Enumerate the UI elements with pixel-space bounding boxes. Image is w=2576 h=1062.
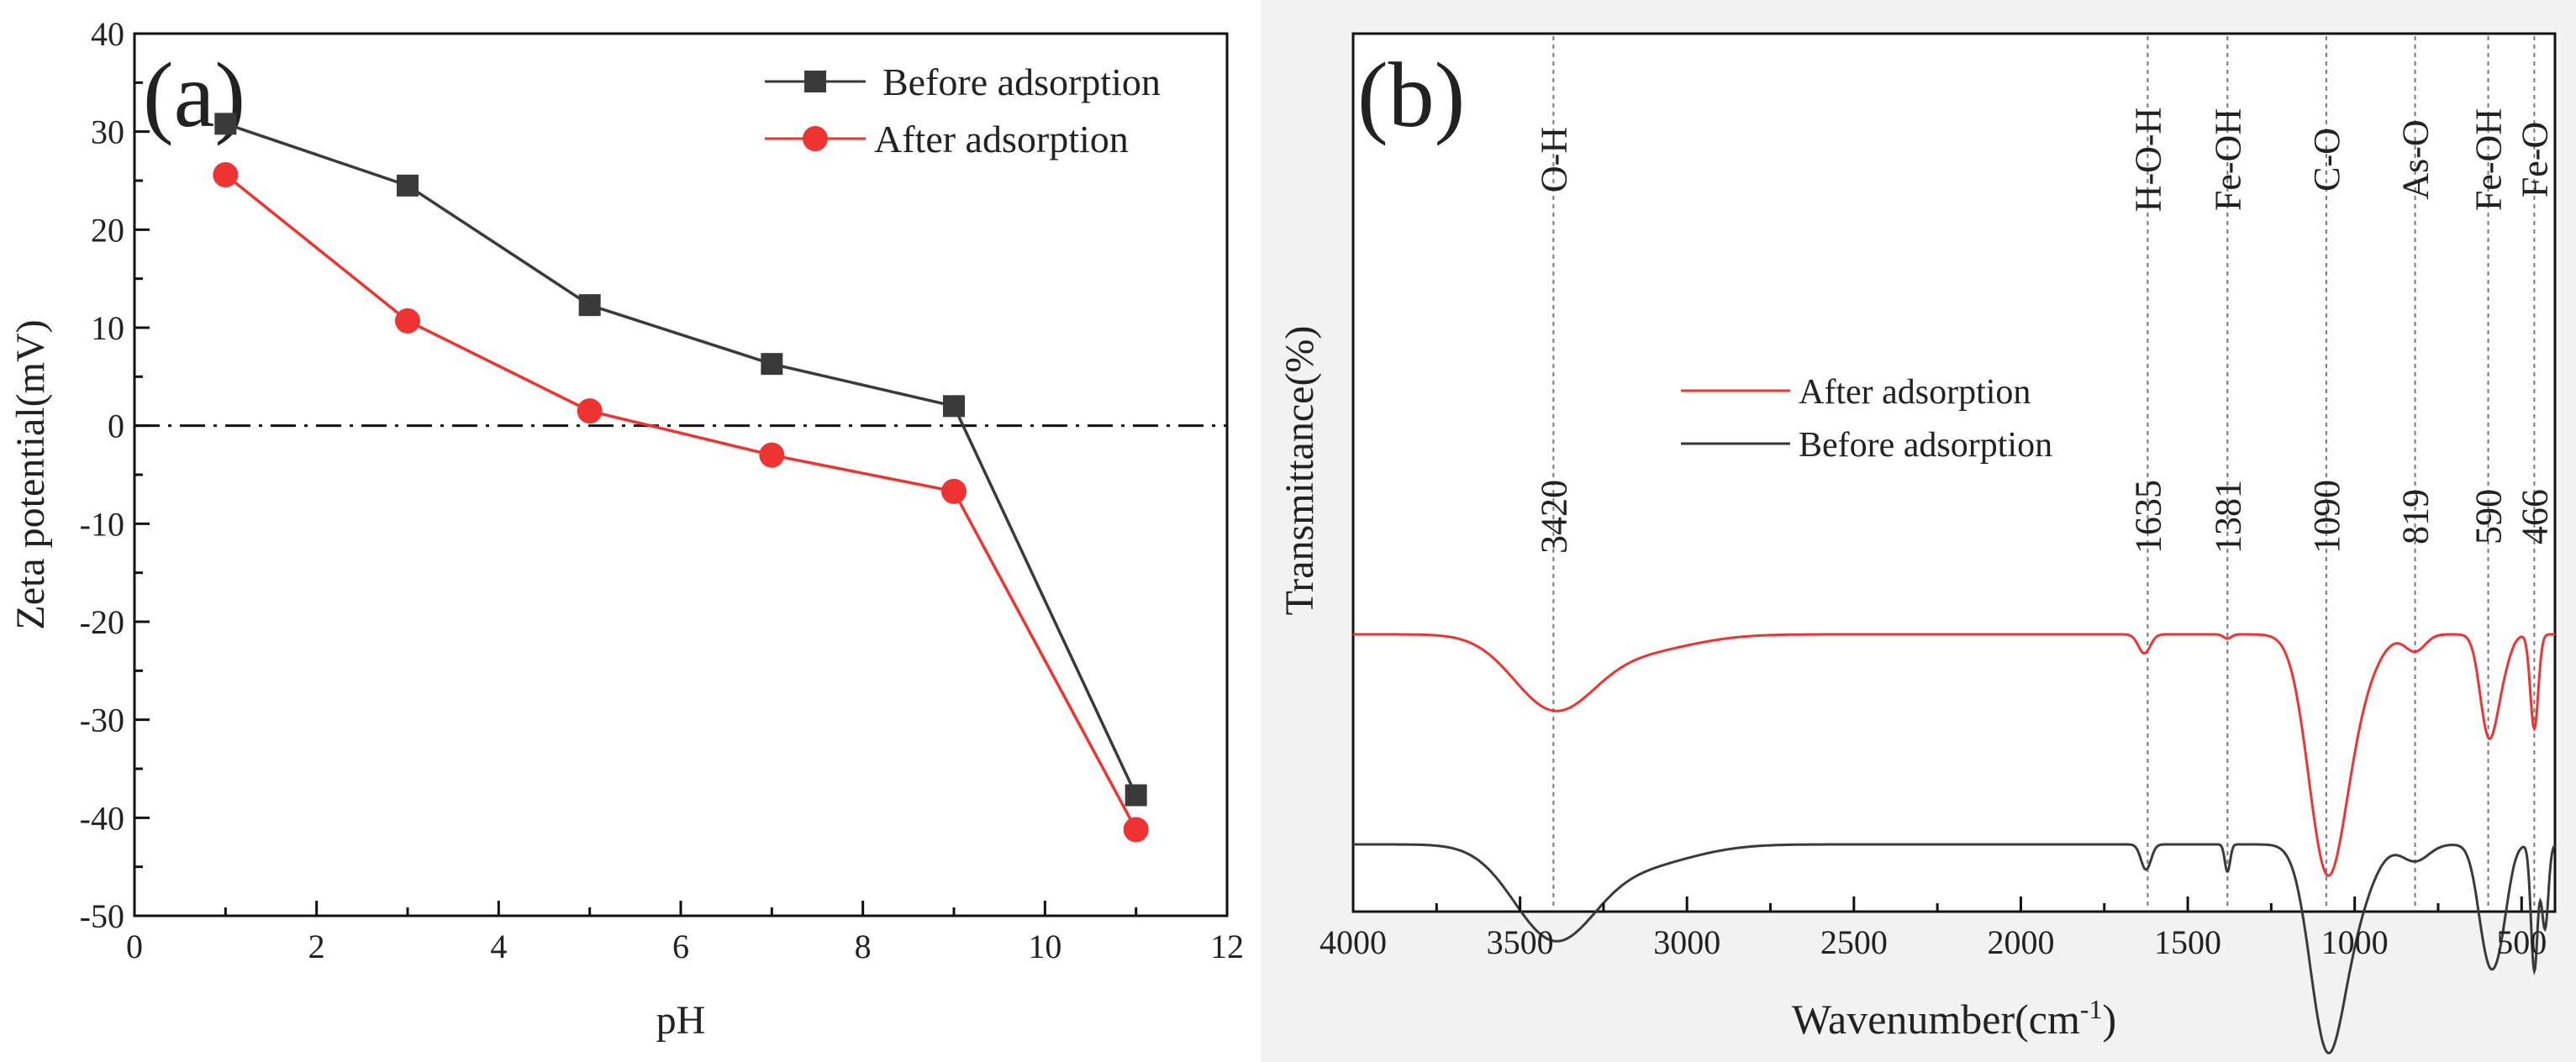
legend-after-label: After adsorption [874,118,1129,160]
peak-value-label: 1381 [2207,480,2248,554]
peak-value-label: 3420 [1533,480,1574,554]
x-tick-label: 10 [1028,928,1061,965]
y-tick-label: -30 [80,702,124,739]
panel-b-peak-annotations: O-H 3420 H-O-H 1635 Fe-OH 1381 C-O 1090 As-O 819 F… [1533,108,2555,554]
panel-b-spectra [1353,633,2557,1054]
panel-b-x-ticks: 4000 3500 3000 2500 2000 1500 1000 500 [1320,896,2547,961]
data-point-before [761,353,783,376]
x-tick-label: 4000 [1320,923,1387,961]
x-tick-label: 2000 [1987,923,2054,961]
x-tick-label: 8 [855,928,872,965]
x-tick-label: 2500 [1820,923,1888,961]
y-tick-label: 10 [91,309,124,347]
x-tick-label: 2 [308,928,325,965]
y-tick-label: -40 [80,799,124,837]
data-point-before [943,395,965,418]
x-tick-label: 1500 [2154,923,2221,961]
panel-b-reference-lines [1552,36,2536,909]
panel-b-legend: After adsorption Before adsorption [1681,373,2052,465]
peak-value-label: 1635 [2127,480,2168,554]
bond-label: Fe-OH [2207,108,2248,211]
peak-value-label: 819 [2395,489,2436,544]
data-point-after [395,308,420,334]
panel-a-series [213,113,1149,843]
legend-before-marker [804,71,826,92]
bond-label: Fe-O [2514,122,2555,197]
y-tick-label: -50 [80,897,124,935]
legend-after-marker [803,126,828,151]
data-point-after [577,398,603,424]
x-tick-label: 12 [1210,928,1244,965]
x-tick-label: 500 [2496,923,2547,961]
spectrum-after-line [1353,633,2555,877]
panel-a-y-axis-label: Zeta potential(mV) [8,319,53,629]
data-point-after [759,442,785,468]
bond-label: C-O [2306,128,2347,192]
data-point-after [1123,817,1149,843]
y-tick-label: 0 [108,407,124,445]
bond-label: H-O-H [2127,108,2168,213]
peak-value-label: 590 [2468,489,2510,544]
x-tick-label: 1000 [2321,923,2389,961]
data-point-after [941,478,967,504]
y-tick-label: 30 [91,113,124,151]
legend-before-spectrum-label: Before adsorption [1799,426,2052,465]
x-tick-label: 0 [126,928,143,965]
panel-a-x-ticks: 0 2 4 6 8 10 12 [126,901,1244,965]
data-point-after [213,162,239,187]
bond-label: Fe-OH [2468,108,2510,211]
peak-value-label: 466 [2514,489,2555,544]
panel-a-plot-frame [133,32,1229,917]
data-point-before [578,294,601,317]
y-tick-label: -10 [80,505,124,543]
x-tick-label: 3500 [1487,923,1554,961]
panel-b-label: (b) [1357,44,1465,146]
legend-after-spectrum-label: After adsorption [1799,373,2031,412]
x-tick-label: 6 [672,928,689,965]
legend-before-label: Before adsorption [882,60,1161,103]
y-tick-label: 40 [91,15,124,53]
bond-label: O-H [1533,127,1574,192]
panel-b-x-axis-label: Wavenumber(cm-1) [1792,994,2116,1043]
data-point-before [397,174,419,197]
panel-b-y-axis-label: Transmittance(%) [1277,326,1322,616]
panel-a-legend: Before adsorption After adsorption [765,60,1161,160]
x-tick-label: 3000 [1653,923,1720,961]
y-tick-label: -20 [80,603,124,641]
y-tick-label: 20 [91,211,124,249]
panel-a-y-ticks: -50 -40 -30 -20 -10 0 10 20 30 40 [80,15,150,935]
x-tick-label: 4 [490,928,507,965]
series-after-line [224,173,1138,831]
panel-a-x-axis-label: pH [656,998,706,1043]
peak-value-label: 1090 [2306,480,2347,554]
data-point-before [1125,784,1147,807]
series-before-line [224,122,1138,796]
spectrum-before-line [1353,843,2557,1054]
data-point-before [214,113,237,135]
bond-label: As-O [2395,119,2436,199]
panel-b-ftir: (b) O-H 3420 H-O-H 1635 Fe-OH 1381 C-O 1090 As-O… [1261,0,2576,1062]
